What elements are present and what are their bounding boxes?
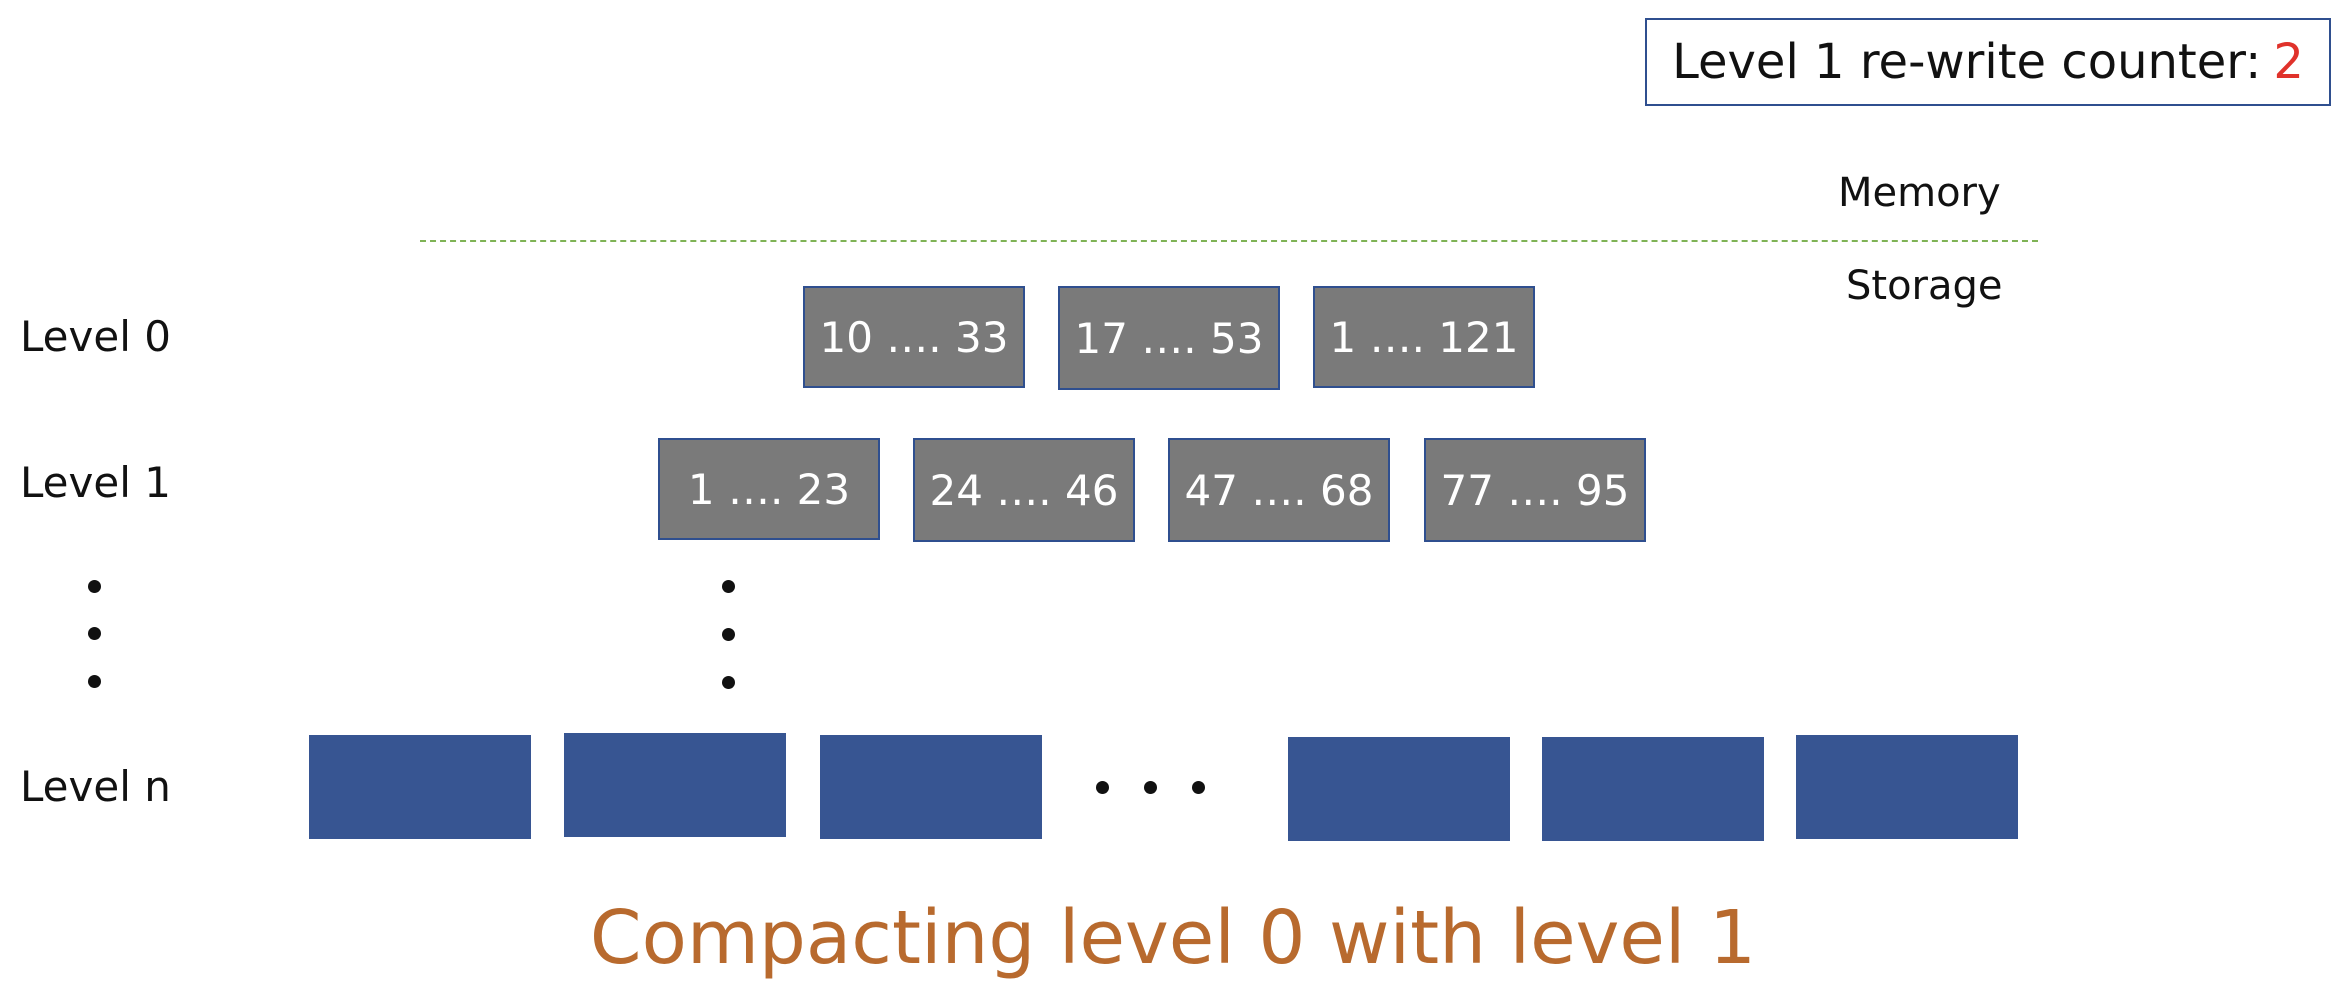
level-n-block bbox=[309, 735, 531, 839]
ellipsis-dot bbox=[1144, 781, 1157, 794]
rewrite-counter-box: Level 1 re-write counter: 2 bbox=[1645, 18, 2331, 106]
ellipsis-dot bbox=[722, 628, 735, 641]
level-n-block bbox=[820, 735, 1042, 839]
memory-storage-divider bbox=[420, 240, 2038, 242]
level-0-sstable: 10 …. 33 bbox=[803, 286, 1025, 388]
level-n-label: Level n bbox=[20, 762, 171, 811]
level-1-sstable: 77 …. 95 bbox=[1424, 438, 1646, 542]
memory-label: Memory bbox=[1838, 170, 2001, 216]
level-1-label: Level 1 bbox=[20, 458, 171, 507]
ellipsis-dot bbox=[88, 580, 101, 593]
ellipsis-dot bbox=[1192, 781, 1205, 794]
level-1-sstable: 24 …. 46 bbox=[913, 438, 1135, 542]
rewrite-counter-label: Level 1 re-write counter: bbox=[1672, 34, 2262, 90]
level-0-sstable: 17 …. 53 bbox=[1058, 286, 1280, 390]
level-n-block bbox=[1796, 735, 2018, 839]
level-1-sstable: 47 …. 68 bbox=[1168, 438, 1390, 542]
level-0-sstable: 1 …. 121 bbox=[1313, 286, 1535, 388]
ellipsis-dot bbox=[88, 627, 101, 640]
rewrite-counter-value: 2 bbox=[2273, 34, 2304, 90]
level-n-block bbox=[1288, 737, 1510, 841]
diagram-caption: Compacting level 0 with level 1 bbox=[589, 895, 1757, 981]
level-0-label: Level 0 bbox=[20, 312, 171, 361]
ellipsis-dot bbox=[1096, 781, 1109, 794]
ellipsis-dot bbox=[722, 676, 735, 689]
storage-label: Storage bbox=[1846, 263, 2003, 309]
ellipsis-dot bbox=[722, 580, 735, 593]
ellipsis-dot bbox=[88, 675, 101, 688]
level-n-block bbox=[1542, 737, 1764, 841]
level-1-sstable: 1 …. 23 bbox=[658, 438, 880, 540]
level-n-block bbox=[564, 733, 786, 837]
